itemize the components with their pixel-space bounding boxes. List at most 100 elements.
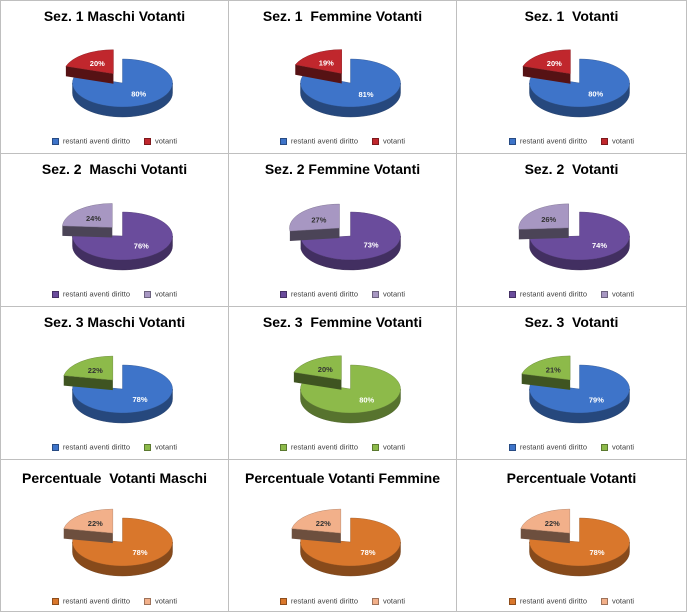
pie-chart: 74% 26% bbox=[518, 203, 630, 271]
slice-side bbox=[63, 528, 113, 544]
legend-swatch bbox=[601, 290, 608, 298]
chart-title: Percentuale Votanti bbox=[506, 470, 637, 486]
data-label: 24% bbox=[86, 214, 101, 223]
pie-slice-votanti bbox=[520, 508, 571, 534]
chart-legend: restanti aventi diritto votanti bbox=[229, 442, 456, 452]
legend-swatch bbox=[601, 443, 608, 451]
pie-slice-restanti bbox=[72, 211, 173, 261]
pie-slice-votanti bbox=[62, 203, 113, 228]
legend-swatch bbox=[279, 443, 287, 451]
legend-swatch bbox=[372, 597, 379, 605]
legend-label: restanti aventi diritto bbox=[290, 136, 358, 146]
slice-side bbox=[520, 528, 570, 544]
pie-slice-votanti bbox=[289, 203, 340, 232]
legend-label: votanti bbox=[612, 442, 635, 452]
data-label: 80% bbox=[359, 396, 374, 405]
pie-chart: 78% 22% bbox=[63, 508, 173, 577]
legend-label: votanti bbox=[383, 596, 406, 606]
legend-entry: votanti bbox=[144, 136, 177, 146]
legend-swatch bbox=[508, 443, 516, 451]
legend-swatch bbox=[372, 290, 379, 298]
legend-entry: restanti aventi diritto bbox=[51, 289, 130, 299]
data-label: 79% bbox=[589, 395, 604, 404]
pie-slice-restanti bbox=[529, 364, 630, 414]
chart-title: Sez. 3 Votanti bbox=[524, 314, 619, 330]
pie-chart: 78% 22% bbox=[291, 508, 401, 577]
chart-title: Sez. 2 Femmine Votanti bbox=[264, 161, 421, 177]
legend-swatch bbox=[279, 290, 287, 298]
chart-legend: restanti aventi diritto votanti bbox=[457, 136, 686, 146]
pie-slice-restanti bbox=[300, 211, 401, 261]
chart-legend: restanti aventi diritto votanti bbox=[457, 289, 686, 299]
data-label: 74% bbox=[592, 241, 607, 250]
legend-swatch bbox=[144, 290, 151, 298]
pie-slice-restanti bbox=[72, 517, 173, 567]
pie-slice-restanti bbox=[529, 517, 630, 567]
legend-label: restanti aventi diritto bbox=[290, 596, 358, 606]
data-label: 78% bbox=[132, 548, 147, 557]
legend-entry: restanti aventi diritto bbox=[508, 596, 587, 606]
chart-title: Sez. 1 Maschi Votanti bbox=[43, 8, 186, 24]
slice-side bbox=[295, 64, 342, 84]
legend-swatch bbox=[372, 137, 379, 145]
legend-entry: restanti aventi diritto bbox=[51, 442, 130, 452]
data-label: 78% bbox=[360, 548, 375, 557]
data-label: 20% bbox=[547, 59, 562, 68]
chart-title: Sez. 3 Maschi Votanti bbox=[43, 314, 186, 330]
legend-label: restanti aventi diritto bbox=[519, 596, 587, 606]
legend-entry: restanti aventi diritto bbox=[508, 136, 587, 146]
chart-legend: restanti aventi diritto votanti bbox=[229, 289, 456, 299]
chart-panel: Sez. 1 Maschi Votanti 80% 20% restanti aven… bbox=[0, 0, 229, 154]
data-label: 22% bbox=[316, 519, 331, 528]
legend-label: votanti bbox=[383, 136, 406, 146]
data-label: 20% bbox=[90, 59, 105, 68]
chart-legend: restanti aventi diritto votanti bbox=[229, 136, 456, 146]
legend-entry: votanti bbox=[372, 442, 405, 452]
chart-legend: restanti aventi diritto votanti bbox=[1, 136, 228, 146]
chart-legend: restanti aventi diritto votanti bbox=[1, 442, 228, 452]
legend-label: restanti aventi diritto bbox=[62, 442, 130, 452]
pie-slice-restanti bbox=[72, 364, 173, 414]
legend-swatch bbox=[508, 290, 516, 298]
legend-entry: votanti bbox=[601, 289, 634, 299]
data-label: 81% bbox=[358, 90, 373, 99]
legend-label: restanti aventi diritto bbox=[519, 136, 587, 146]
data-label: 73% bbox=[364, 241, 379, 250]
legend-label: votanti bbox=[383, 289, 406, 299]
pie-slice-restanti bbox=[72, 58, 173, 108]
legend-label: votanti bbox=[612, 136, 635, 146]
legend-label: restanti aventi diritto bbox=[62, 136, 130, 146]
legend-entry: votanti bbox=[372, 136, 405, 146]
data-label: 22% bbox=[88, 366, 103, 375]
pie-slice-votanti bbox=[63, 355, 114, 381]
legend-entry: restanti aventi diritto bbox=[51, 596, 130, 606]
legend-entry: restanti aventi diritto bbox=[508, 289, 587, 299]
data-label: 76% bbox=[134, 242, 149, 251]
pie-chart: 81% 19% bbox=[294, 49, 401, 118]
legend-entry: votanti bbox=[372, 289, 405, 299]
legend-entry: restanti aventi diritto bbox=[51, 136, 130, 146]
pie-slice-votanti bbox=[518, 203, 569, 230]
chart-panel: Sez. 1 Votanti 80% 20% restanti aventi diri… bbox=[456, 0, 687, 154]
chart-panel: Percentuale Votanti Femmine 78% 22% restant… bbox=[228, 459, 457, 612]
legend-label: votanti bbox=[155, 596, 178, 606]
chart-panel: Sez. 3 Femmine Votanti 80% 20% restanti ave… bbox=[228, 306, 457, 460]
legend-label: restanti aventi diritto bbox=[62, 596, 130, 606]
pie-chart: 80% 20% bbox=[293, 355, 401, 424]
data-label: 20% bbox=[318, 365, 333, 374]
pie-slice-restanti bbox=[529, 211, 630, 261]
slice-side bbox=[63, 375, 113, 391]
pie-slice-restanti bbox=[300, 58, 401, 108]
slice-side bbox=[65, 66, 114, 84]
pie-chart: 78% 22% bbox=[63, 355, 173, 424]
chart-panel: Sez. 2 Femmine Votanti 73% 27% restanti ave… bbox=[228, 153, 457, 307]
legend-swatch bbox=[601, 137, 608, 145]
pie-slice-votanti bbox=[294, 49, 342, 74]
legend-label: votanti bbox=[612, 596, 635, 606]
legend-label: restanti aventi diritto bbox=[519, 442, 587, 452]
legend-label: restanti aventi diritto bbox=[290, 289, 358, 299]
data-label: 80% bbox=[131, 90, 146, 99]
legend-swatch bbox=[144, 443, 151, 451]
slice-side bbox=[293, 372, 342, 390]
